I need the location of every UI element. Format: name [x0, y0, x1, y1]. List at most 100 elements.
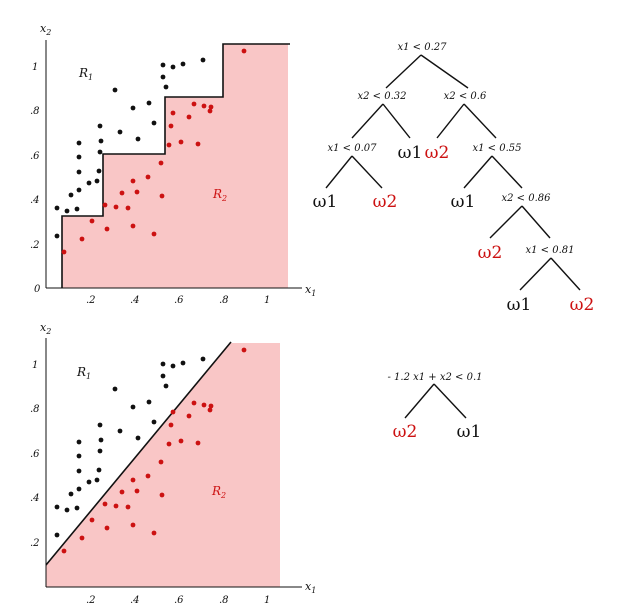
class2-point	[191, 101, 197, 107]
tree-leaf-class2: ω2	[425, 143, 450, 163]
tree-leaf-class2: ω2	[393, 422, 418, 442]
tree-leaf-class1: ω1	[398, 143, 423, 163]
class1-point	[54, 233, 60, 239]
class1-point	[112, 87, 118, 93]
class2-point	[134, 189, 140, 195]
tree-node-condition: x1 < 0.81	[525, 245, 574, 256]
bottom-y-tick: .8	[30, 404, 40, 415]
top-region1-label: R1	[78, 66, 93, 82]
class2-point	[170, 409, 176, 415]
class1-point	[54, 205, 60, 211]
class1-point	[160, 74, 166, 80]
class1-point	[74, 206, 80, 212]
bottom-x-axis-label: x1	[305, 580, 316, 595]
class2-point	[158, 459, 164, 465]
class2-point	[195, 440, 201, 446]
class1-point	[54, 504, 60, 510]
top-y-tick: .2	[30, 240, 40, 251]
class1-point	[64, 507, 70, 513]
class2-point	[134, 488, 140, 494]
tree-leaf-class1: ω1	[507, 295, 532, 315]
top-y-axis-label: x2	[40, 22, 51, 37]
bottom-y-tick: .4	[30, 493, 40, 504]
class2-point	[241, 347, 247, 353]
class1-point	[146, 100, 152, 106]
class1-point	[117, 428, 123, 434]
tree-node-condition: x1 < 0.07	[327, 143, 377, 154]
class2-point	[159, 193, 165, 199]
class1-point	[64, 208, 70, 214]
bottom-region2-label: R2	[211, 484, 226, 500]
top-scatter-plot: 0 .2 .4 .6 .8 1 .2 .4 .6 .8 1 x2 x1 R1 R…	[30, 22, 316, 306]
class2-point	[130, 178, 136, 184]
class2-point	[166, 441, 172, 447]
class1-point	[96, 168, 102, 174]
bottom-tree-condition: - 1.2 x1 + x2 < 0.1	[387, 372, 482, 383]
class1-point	[86, 479, 92, 485]
top-x-axis-label: x1	[305, 283, 316, 298]
class1-point	[180, 61, 186, 67]
tree-leaf-class2: ω2	[373, 192, 398, 212]
class2-point	[79, 236, 85, 242]
class2-point	[79, 535, 85, 541]
bottom-y-tick: .6	[30, 449, 40, 460]
class1-point	[94, 178, 100, 184]
class1-point	[98, 138, 104, 144]
class1-point	[170, 64, 176, 70]
class2-point	[61, 249, 67, 255]
top-x-tick: .6	[174, 295, 184, 306]
class2-point	[201, 402, 207, 408]
top-x-tick: .4	[130, 295, 140, 306]
class2-point	[151, 530, 157, 536]
class2-point	[113, 204, 119, 210]
class2-point	[151, 231, 157, 237]
class1-point	[135, 136, 141, 142]
class2-point	[207, 407, 213, 413]
class1-point	[163, 383, 169, 389]
class2-point	[102, 501, 108, 507]
class2-point	[178, 438, 184, 444]
class1-point	[160, 361, 166, 367]
class1-point	[151, 120, 157, 126]
class2-point	[130, 223, 136, 229]
class2-point	[191, 400, 197, 406]
tree-node-condition: x1 < 0.55	[472, 143, 521, 154]
tree-node-condition: x2 < 0.86	[501, 193, 551, 204]
class1-point	[68, 491, 74, 497]
top-y-tick: .4	[30, 195, 40, 206]
bottom-region2-fill	[46, 343, 280, 587]
tree-leaf-class1: ω1	[451, 192, 476, 212]
class2-point	[130, 522, 136, 528]
class2-point	[113, 503, 119, 509]
class2-point	[104, 525, 110, 531]
class2-point	[145, 174, 151, 180]
class1-point	[151, 419, 157, 425]
class1-point	[200, 356, 206, 362]
tree-node-condition: x1 < 0.27	[397, 42, 447, 53]
class1-point	[135, 435, 141, 441]
class2-point	[186, 413, 192, 419]
top-decision-boundary	[61, 43, 290, 288]
top-x-tick: 1	[264, 295, 270, 306]
class1-point	[170, 363, 176, 369]
class1-point	[54, 532, 60, 538]
class1-point	[94, 477, 100, 483]
class1-point	[98, 437, 104, 443]
class2-point	[168, 422, 174, 428]
class2-point	[102, 202, 108, 208]
class2-point	[89, 218, 95, 224]
class2-point	[119, 489, 125, 495]
tree-node-condition: x2 < 0.6	[444, 91, 487, 102]
class2-point	[186, 114, 192, 120]
class2-point	[208, 403, 214, 409]
bottom-y-tick: .2	[30, 538, 40, 549]
class2-point	[241, 48, 247, 54]
class2-point	[195, 141, 201, 147]
class2-point	[125, 504, 131, 510]
bottom-y-tick: 1	[32, 360, 38, 371]
class2-point	[104, 226, 110, 232]
class1-point	[76, 468, 82, 474]
tree-leaf-class2: ω2	[478, 243, 503, 263]
class2-point	[61, 548, 67, 554]
top-y-tick: .8	[30, 106, 40, 117]
